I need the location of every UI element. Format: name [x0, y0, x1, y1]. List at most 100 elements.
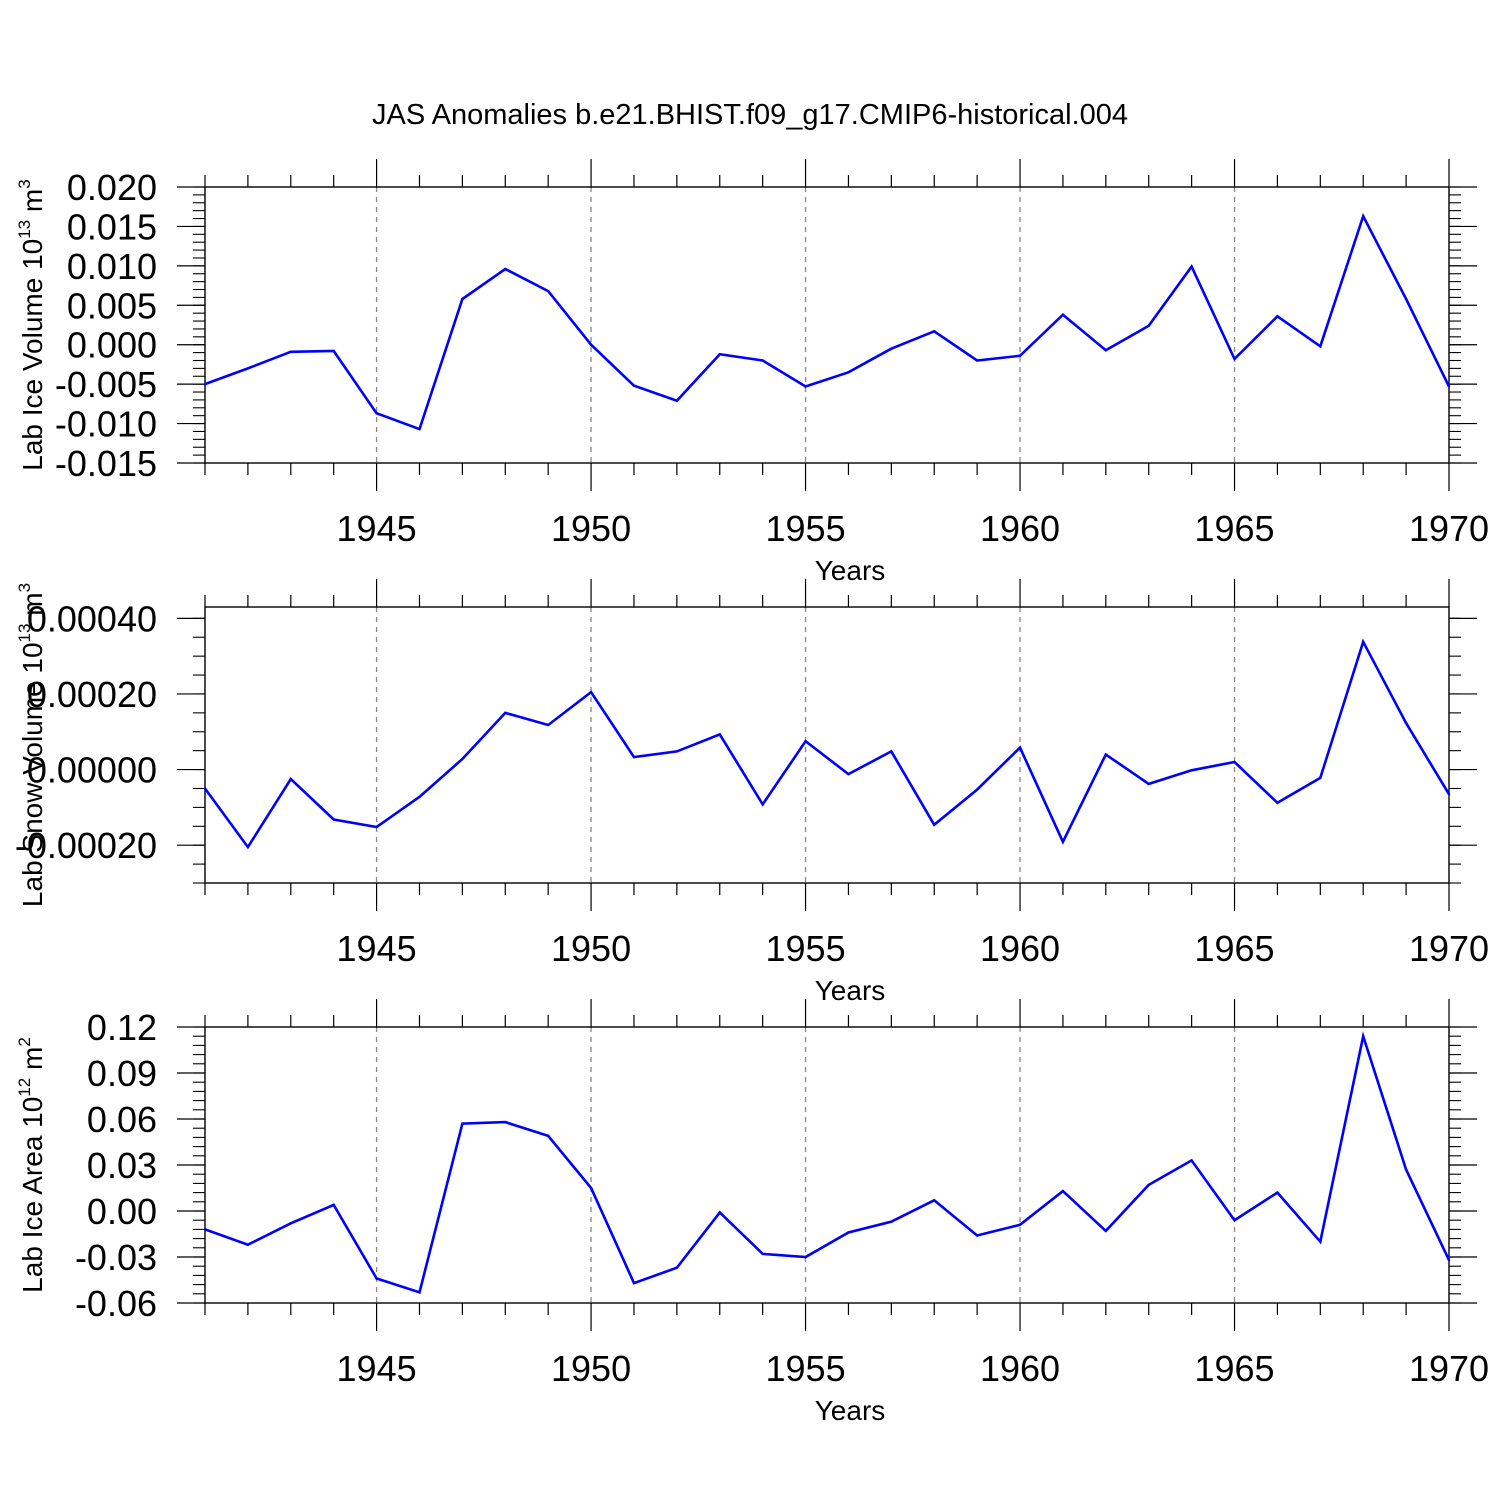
x-tick-label: 1960: [980, 928, 1060, 969]
data-point: [804, 740, 807, 743]
data-point: [546, 289, 550, 293]
data-point: [589, 343, 593, 346]
y-tick-label: 0.005: [67, 285, 157, 326]
data-point: [1319, 345, 1322, 348]
y-tick-label: 0.010: [67, 246, 157, 287]
data-point: [589, 690, 593, 694]
data-point: [1362, 214, 1365, 218]
x-tick-label: 1950: [551, 928, 631, 969]
data-point: [933, 823, 936, 826]
data-point: [246, 367, 250, 370]
y-axis-title-unit-exponent: 2: [15, 1037, 34, 1046]
data-point: [1147, 1183, 1150, 1187]
data-point: [1404, 1168, 1408, 1171]
x-tick-label: 1965: [1194, 1348, 1274, 1389]
y-axis-title-unit: m: [17, 1047, 48, 1078]
data-point: [761, 359, 764, 362]
y-tick-label: 0.015: [67, 206, 157, 247]
data-point: [890, 1220, 893, 1223]
data-point: [375, 1277, 378, 1280]
data-point: [332, 1203, 335, 1207]
data-point: [1233, 760, 1236, 764]
data-point: [761, 803, 764, 806]
data-point: [1104, 349, 1108, 352]
data-point: [289, 777, 292, 781]
data-point: [890, 750, 893, 753]
series-line: [204, 212, 1451, 431]
data-point: [1147, 324, 1150, 327]
plot-frame: [204, 606, 1450, 884]
y-tick-label: 0.00040: [27, 598, 157, 639]
data-point: [632, 1281, 636, 1285]
data-point: [1190, 769, 1193, 772]
y-tick-label: 0.12: [87, 1007, 157, 1048]
data-point: [1447, 792, 1451, 796]
x-tick-label: 1965: [1194, 928, 1274, 969]
data-point: [418, 427, 421, 431]
y-axis-title-unit-exponent: 3: [15, 583, 34, 592]
data-point: [589, 1186, 593, 1190]
x-tick-label: 1960: [980, 508, 1060, 549]
data-point: [1190, 1159, 1193, 1162]
data-point: [1404, 297, 1408, 301]
data-point: [1061, 313, 1065, 316]
data-point: [461, 757, 464, 761]
x-tick-label: 1965: [1194, 508, 1274, 549]
y-tick-label: -0.015: [55, 443, 157, 484]
data-point: [1362, 1035, 1365, 1038]
data-point: [1319, 1240, 1322, 1243]
x-tick-label: 1970: [1409, 928, 1489, 969]
data-point: [975, 359, 979, 362]
x-tick-label: 1955: [766, 508, 846, 549]
y-tick-label: 0.00: [87, 1191, 157, 1232]
data-point: [1018, 1223, 1022, 1227]
chart-panel-3: -0.06 -0.03 0.00 0.03 0.06 0.09 0.12 1945 1950 19…: [15, 999, 1489, 1426]
data-point: [1404, 721, 1408, 725]
data-point: [804, 385, 807, 388]
y-tick-label: -0.00020: [15, 825, 157, 866]
y-tick-label: -0.03: [75, 1237, 157, 1278]
data-point: [1233, 357, 1236, 361]
data-point: [504, 711, 507, 715]
y-tick-label: 0.020: [67, 167, 157, 208]
data-point: [1104, 1229, 1108, 1233]
data-point: [1190, 265, 1193, 268]
data-point: [632, 384, 636, 387]
x-tick-label: 1945: [337, 508, 417, 549]
data-point: [504, 267, 507, 271]
y-tick-label: 0.09: [87, 1053, 157, 1094]
y-tick-label: 0.000: [67, 325, 157, 366]
data-point: [1447, 385, 1451, 388]
data-point: [289, 350, 292, 354]
y-tick-label: -0.010: [55, 404, 157, 445]
y-axis-title-text: Lab Ice Volume 10: [17, 239, 48, 471]
series-line: [204, 1031, 1451, 1294]
chart-panel-2: -0.00020 0.00000 0.00020 0.00040 1945 1950 195…: [15, 579, 1489, 1006]
x-tick-label: 1955: [766, 928, 846, 969]
y-axis-title-exponent: 13: [15, 624, 34, 643]
data-point: [546, 723, 550, 727]
data-point: [975, 788, 979, 791]
data-point: [761, 1252, 764, 1256]
data-point: [632, 755, 636, 759]
data-point: [847, 371, 850, 374]
y-axis-title-exponent: 12: [15, 1078, 34, 1097]
data-point: [1276, 801, 1279, 805]
data-point: [375, 825, 378, 829]
y-axis-title-exponent: 13: [15, 220, 34, 239]
figure-title: JAS Anomalies b.e21.BHIST.f09_g17.CMIP6-…: [372, 99, 1128, 131]
data-point: [203, 1228, 207, 1231]
data-point: [332, 349, 335, 353]
y-tick-label: -0.06: [75, 1283, 157, 1324]
y-tick-label: -0.005: [55, 364, 157, 405]
x-tick-label: 1945: [337, 928, 417, 969]
data-point: [804, 1255, 807, 1259]
data-point: [1276, 1191, 1279, 1194]
chart-panels: -0.015-0.010-0.0050.0000.0050.0100.0150.…: [15, 159, 1489, 1426]
y-axis-title-unit: m: [17, 592, 48, 623]
data-point: [1061, 1189, 1065, 1193]
data-point: [1061, 840, 1065, 843]
y-axis-title: Lab Ice Area 1012 m2: [15, 1037, 48, 1293]
data-point: [1362, 640, 1365, 643]
